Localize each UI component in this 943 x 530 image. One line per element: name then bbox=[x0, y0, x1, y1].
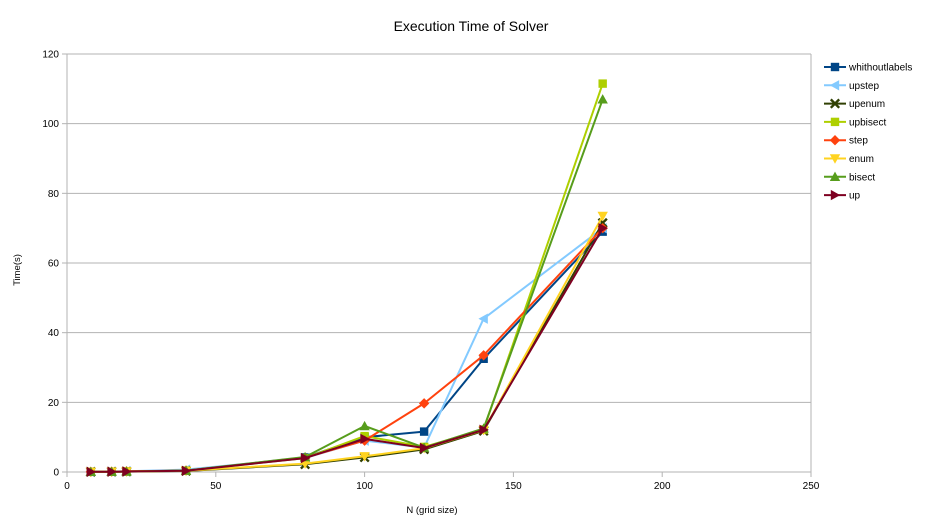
legend-item-upenum: upenum bbox=[824, 98, 885, 110]
legend-label: whithoutlabels bbox=[848, 63, 912, 74]
legend-marker bbox=[829, 171, 841, 181]
data-point-up bbox=[122, 466, 132, 477]
series-enum bbox=[85, 211, 608, 478]
data-point-up bbox=[479, 424, 489, 436]
series-line-enum bbox=[90, 215, 604, 473]
legend-label: up bbox=[849, 191, 861, 202]
legend-label: upenum bbox=[849, 99, 885, 110]
y-axis-label: Time(s) bbox=[12, 254, 23, 286]
legend-item-up: up bbox=[824, 189, 861, 202]
chart-title: Execution Time of Solver bbox=[394, 18, 549, 34]
legend-label: enum bbox=[849, 154, 874, 165]
legend-marker bbox=[829, 80, 840, 91]
gridlines bbox=[67, 53, 811, 473]
x-tick-label: 200 bbox=[654, 481, 671, 492]
y-tick-label: 80 bbox=[48, 189, 60, 200]
x-axis-label: N (grid size) bbox=[406, 505, 457, 516]
series-bisect bbox=[85, 94, 608, 477]
legend-label: bisect bbox=[849, 172, 875, 183]
data-point-up bbox=[419, 442, 430, 454]
axes: 0 20 40 60 80 100 120 0 50 100 150 200 250 bbox=[42, 50, 819, 493]
series-group bbox=[85, 79, 608, 478]
data-point-bisect bbox=[597, 94, 608, 104]
data-point-up bbox=[300, 452, 311, 464]
y-tick-label: 0 bbox=[53, 468, 59, 479]
legend-item-step: step bbox=[824, 135, 868, 147]
legend-label: upbisect bbox=[849, 117, 886, 128]
y-tick-label: 100 bbox=[42, 119, 59, 130]
data-point-up bbox=[86, 466, 97, 478]
legend-label: step bbox=[849, 136, 868, 147]
legend-marker bbox=[830, 117, 840, 127]
y-tick-label: 40 bbox=[48, 328, 60, 339]
x-tick-label: 50 bbox=[210, 481, 222, 492]
y-tick-label: 60 bbox=[48, 259, 60, 270]
legend-marker bbox=[829, 135, 841, 146]
data-point-up bbox=[107, 466, 117, 477]
data-point-up bbox=[360, 433, 370, 445]
legend-label: upstep bbox=[849, 81, 879, 92]
data-point-up bbox=[181, 465, 192, 476]
legend-marker bbox=[830, 62, 840, 72]
x-tick-label: 100 bbox=[356, 481, 373, 492]
data-point-step bbox=[478, 350, 489, 361]
data-point-up bbox=[598, 222, 608, 234]
data-point-upstep bbox=[478, 313, 488, 324]
data-point-bisect bbox=[359, 420, 370, 431]
legend-marker bbox=[829, 154, 841, 164]
x-tick-label: 0 bbox=[64, 481, 70, 492]
data-point-whithoutlabels bbox=[419, 427, 429, 436]
y-tick-label: 20 bbox=[48, 398, 60, 409]
legend-marker bbox=[829, 98, 841, 109]
legend-item-enum: enum bbox=[824, 154, 874, 165]
series-line-upbisect bbox=[90, 83, 604, 473]
series-up bbox=[86, 222, 608, 478]
data-point-enum bbox=[597, 211, 608, 222]
y-tick-label: 120 bbox=[42, 50, 59, 61]
data-point-step bbox=[418, 398, 430, 409]
series-upbisect bbox=[86, 79, 607, 477]
data-point-enum bbox=[359, 452, 370, 462]
legend-item-whithoutlabels: whithoutlabels bbox=[824, 63, 912, 74]
legend-marker bbox=[830, 189, 841, 201]
x-tick-label: 150 bbox=[505, 481, 522, 492]
legend-item-upstep: upstep bbox=[824, 80, 879, 92]
x-tick-label: 250 bbox=[803, 481, 820, 492]
data-point-upbisect bbox=[598, 79, 607, 88]
legend-item-bisect: bisect bbox=[824, 171, 875, 183]
legend-item-upbisect: upbisect bbox=[824, 117, 886, 128]
legend: whithoutlabelsupstepupenumupbisectstepen… bbox=[824, 63, 912, 202]
